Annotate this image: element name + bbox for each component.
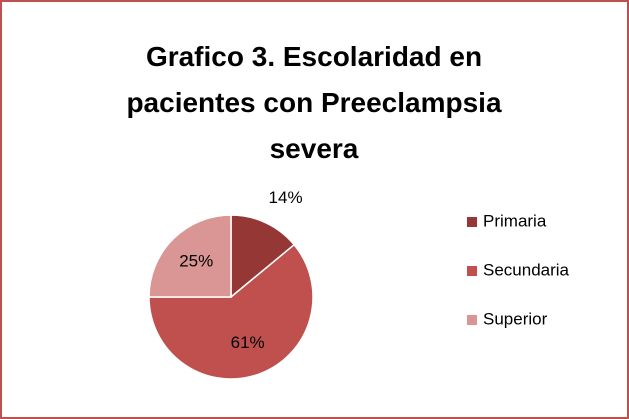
legend-swatch — [467, 217, 477, 227]
legend-swatch — [467, 266, 477, 276]
pie-slice — [148, 243, 314, 380]
data-label: 14% — [269, 188, 303, 207]
pie-slice — [148, 214, 232, 298]
legend-label: Secundaria — [483, 260, 570, 279]
data-label: 25% — [179, 252, 213, 271]
data-label: 61% — [231, 333, 265, 352]
chart-title: Grafico 3. Escolaridad en pacientes con … — [126, 41, 502, 164]
legend-swatch — [467, 315, 477, 325]
legend-label: Superior — [483, 309, 548, 328]
legend-label: Primaria — [483, 211, 547, 230]
pie-slice — [230, 214, 296, 299]
